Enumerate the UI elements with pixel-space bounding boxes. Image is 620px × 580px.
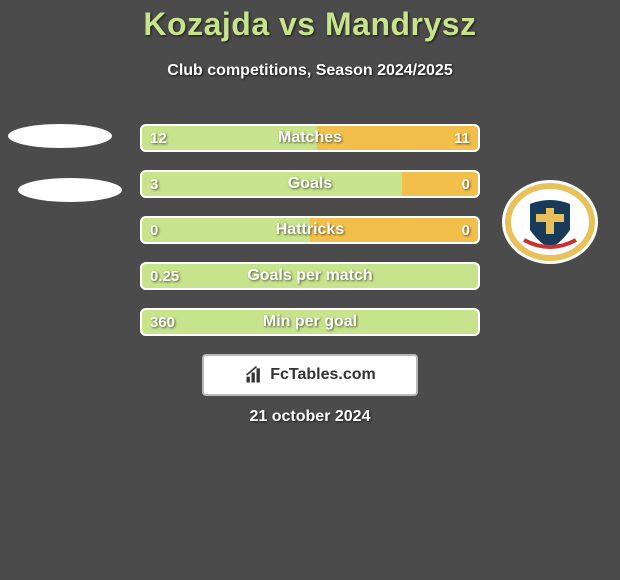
bar-label: Min per goal (140, 308, 480, 336)
bar-label: Matches (140, 124, 480, 152)
bar-label: Hattricks (140, 216, 480, 244)
bar-value-right: 11 (454, 124, 470, 152)
stat-bar-row: Hattricks0 0 (140, 216, 480, 244)
bar-value-left: 360 (150, 308, 175, 336)
player-left-badge-2 (18, 178, 122, 202)
stat-bar-row: Min per goal360 (140, 308, 480, 336)
brand-text: FcTables.com (270, 366, 376, 384)
bar-label: Goals (140, 170, 480, 198)
bar-value-left: 0.25 (150, 262, 179, 290)
bar-value-right: 0 (462, 216, 470, 244)
bar-label: Goals per match (140, 262, 480, 290)
player-left-badge-1 (8, 124, 112, 148)
stat-bar-row: Goals per match0.25 (140, 262, 480, 290)
club-crest-right (500, 178, 600, 266)
bar-value-left: 12 (150, 124, 167, 152)
comparison-infographic: Kozajda vs Mandrysz Club competitions, S… (0, 0, 620, 580)
stat-bar-row: Goals3 0 (140, 170, 480, 198)
date-caption: 21 october 2024 (0, 408, 620, 426)
bar-value-left: 3 (150, 170, 158, 198)
subtitle: Club competitions, Season 2024/2025 (0, 62, 620, 80)
page-title: Kozajda vs Mandrysz (0, 6, 620, 43)
bars-icon (244, 365, 264, 385)
stat-bar-row: Matches12 11 (140, 124, 480, 152)
bar-value-right: 0 (462, 170, 470, 198)
brand-box: FcTables.com (202, 354, 418, 396)
bar-value-left: 0 (150, 216, 158, 244)
brand-logo: FcTables.com (244, 365, 376, 385)
crest-icon (500, 178, 600, 266)
